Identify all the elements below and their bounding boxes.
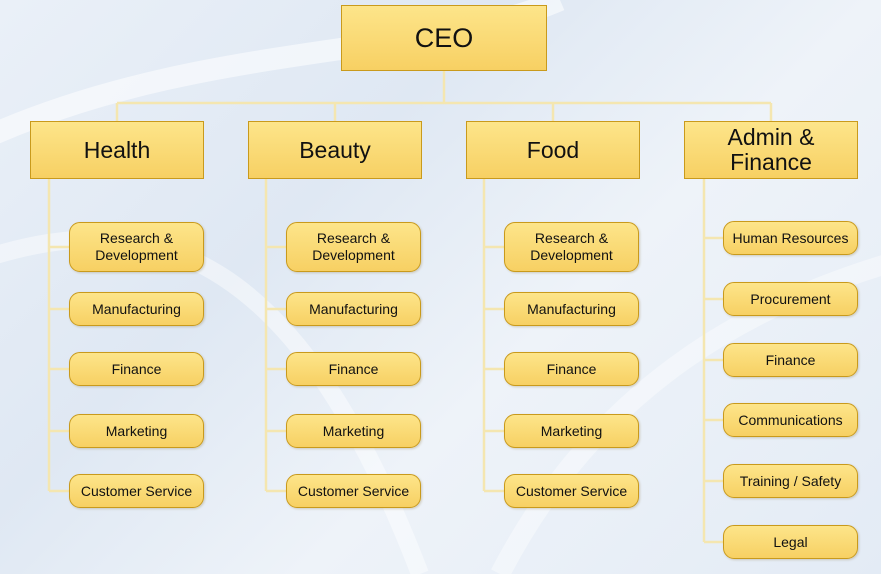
unit-label: Communications: [738, 411, 843, 428]
health-manufacturing: Manufacturing: [69, 292, 204, 326]
admin-communications: Communications: [723, 403, 858, 437]
unit-label: Finance: [328, 360, 379, 377]
admin-training-safety: Training / Safety: [723, 464, 858, 498]
division-admin-finance: Admin & Finance: [684, 121, 858, 179]
division-health: Health: [30, 121, 204, 179]
beauty-marketing: Marketing: [286, 414, 421, 448]
unit-label: Research & Development: [95, 230, 178, 263]
unit-label: Customer Service: [297, 482, 410, 499]
unit-label: Human Resources: [732, 229, 849, 246]
food-customer-service: Customer Service: [504, 474, 639, 508]
unit-label: Manufacturing: [527, 300, 616, 317]
unit-label: Marketing: [540, 422, 603, 439]
health-marketing: Marketing: [69, 414, 204, 448]
health-customer-service: Customer Service: [69, 474, 204, 508]
unit-label: Marketing: [322, 422, 385, 439]
admin-legal: Legal: [723, 525, 858, 559]
division-beauty: Beauty: [248, 121, 422, 179]
health-finance: Finance: [69, 352, 204, 386]
beauty-customer-service: Customer Service: [286, 474, 421, 508]
division-label: Food: [526, 136, 580, 163]
admin-human-resources: Human Resources: [723, 221, 858, 255]
unit-label: Legal: [773, 533, 808, 550]
unit-label: Research & Development: [312, 230, 395, 263]
unit-label: Customer Service: [515, 482, 628, 499]
food-marketing: Marketing: [504, 414, 639, 448]
unit-label: Finance: [765, 351, 816, 368]
unit-label: Finance: [546, 360, 597, 377]
division-label: Health: [83, 136, 151, 163]
food-finance: Finance: [504, 352, 639, 386]
unit-label: Marketing: [105, 422, 168, 439]
beauty-research-development: Research & Development: [286, 222, 421, 272]
admin-finance: Finance: [723, 343, 858, 377]
beauty-manufacturing: Manufacturing: [286, 292, 421, 326]
health-research-development: Research & Development: [69, 222, 204, 272]
food-manufacturing: Manufacturing: [504, 292, 639, 326]
unit-label: Training / Safety: [739, 472, 842, 489]
unit-label: Manufacturing: [92, 300, 181, 317]
division-label: Beauty: [299, 136, 371, 163]
unit-label: Manufacturing: [309, 300, 398, 317]
beauty-finance: Finance: [286, 352, 421, 386]
division-food: Food: [466, 121, 640, 179]
unit-label: Finance: [111, 360, 162, 377]
unit-label: Customer Service: [80, 482, 193, 499]
food-research-development: Research & Development: [504, 222, 639, 272]
admin-procurement: Procurement: [723, 282, 858, 316]
ceo-label: CEO: [414, 22, 474, 53]
unit-label: Procurement: [750, 290, 831, 307]
unit-label: Research & Development: [530, 230, 613, 263]
division-label: Admin & Finance: [727, 124, 815, 175]
ceo-box: CEO: [341, 5, 547, 71]
